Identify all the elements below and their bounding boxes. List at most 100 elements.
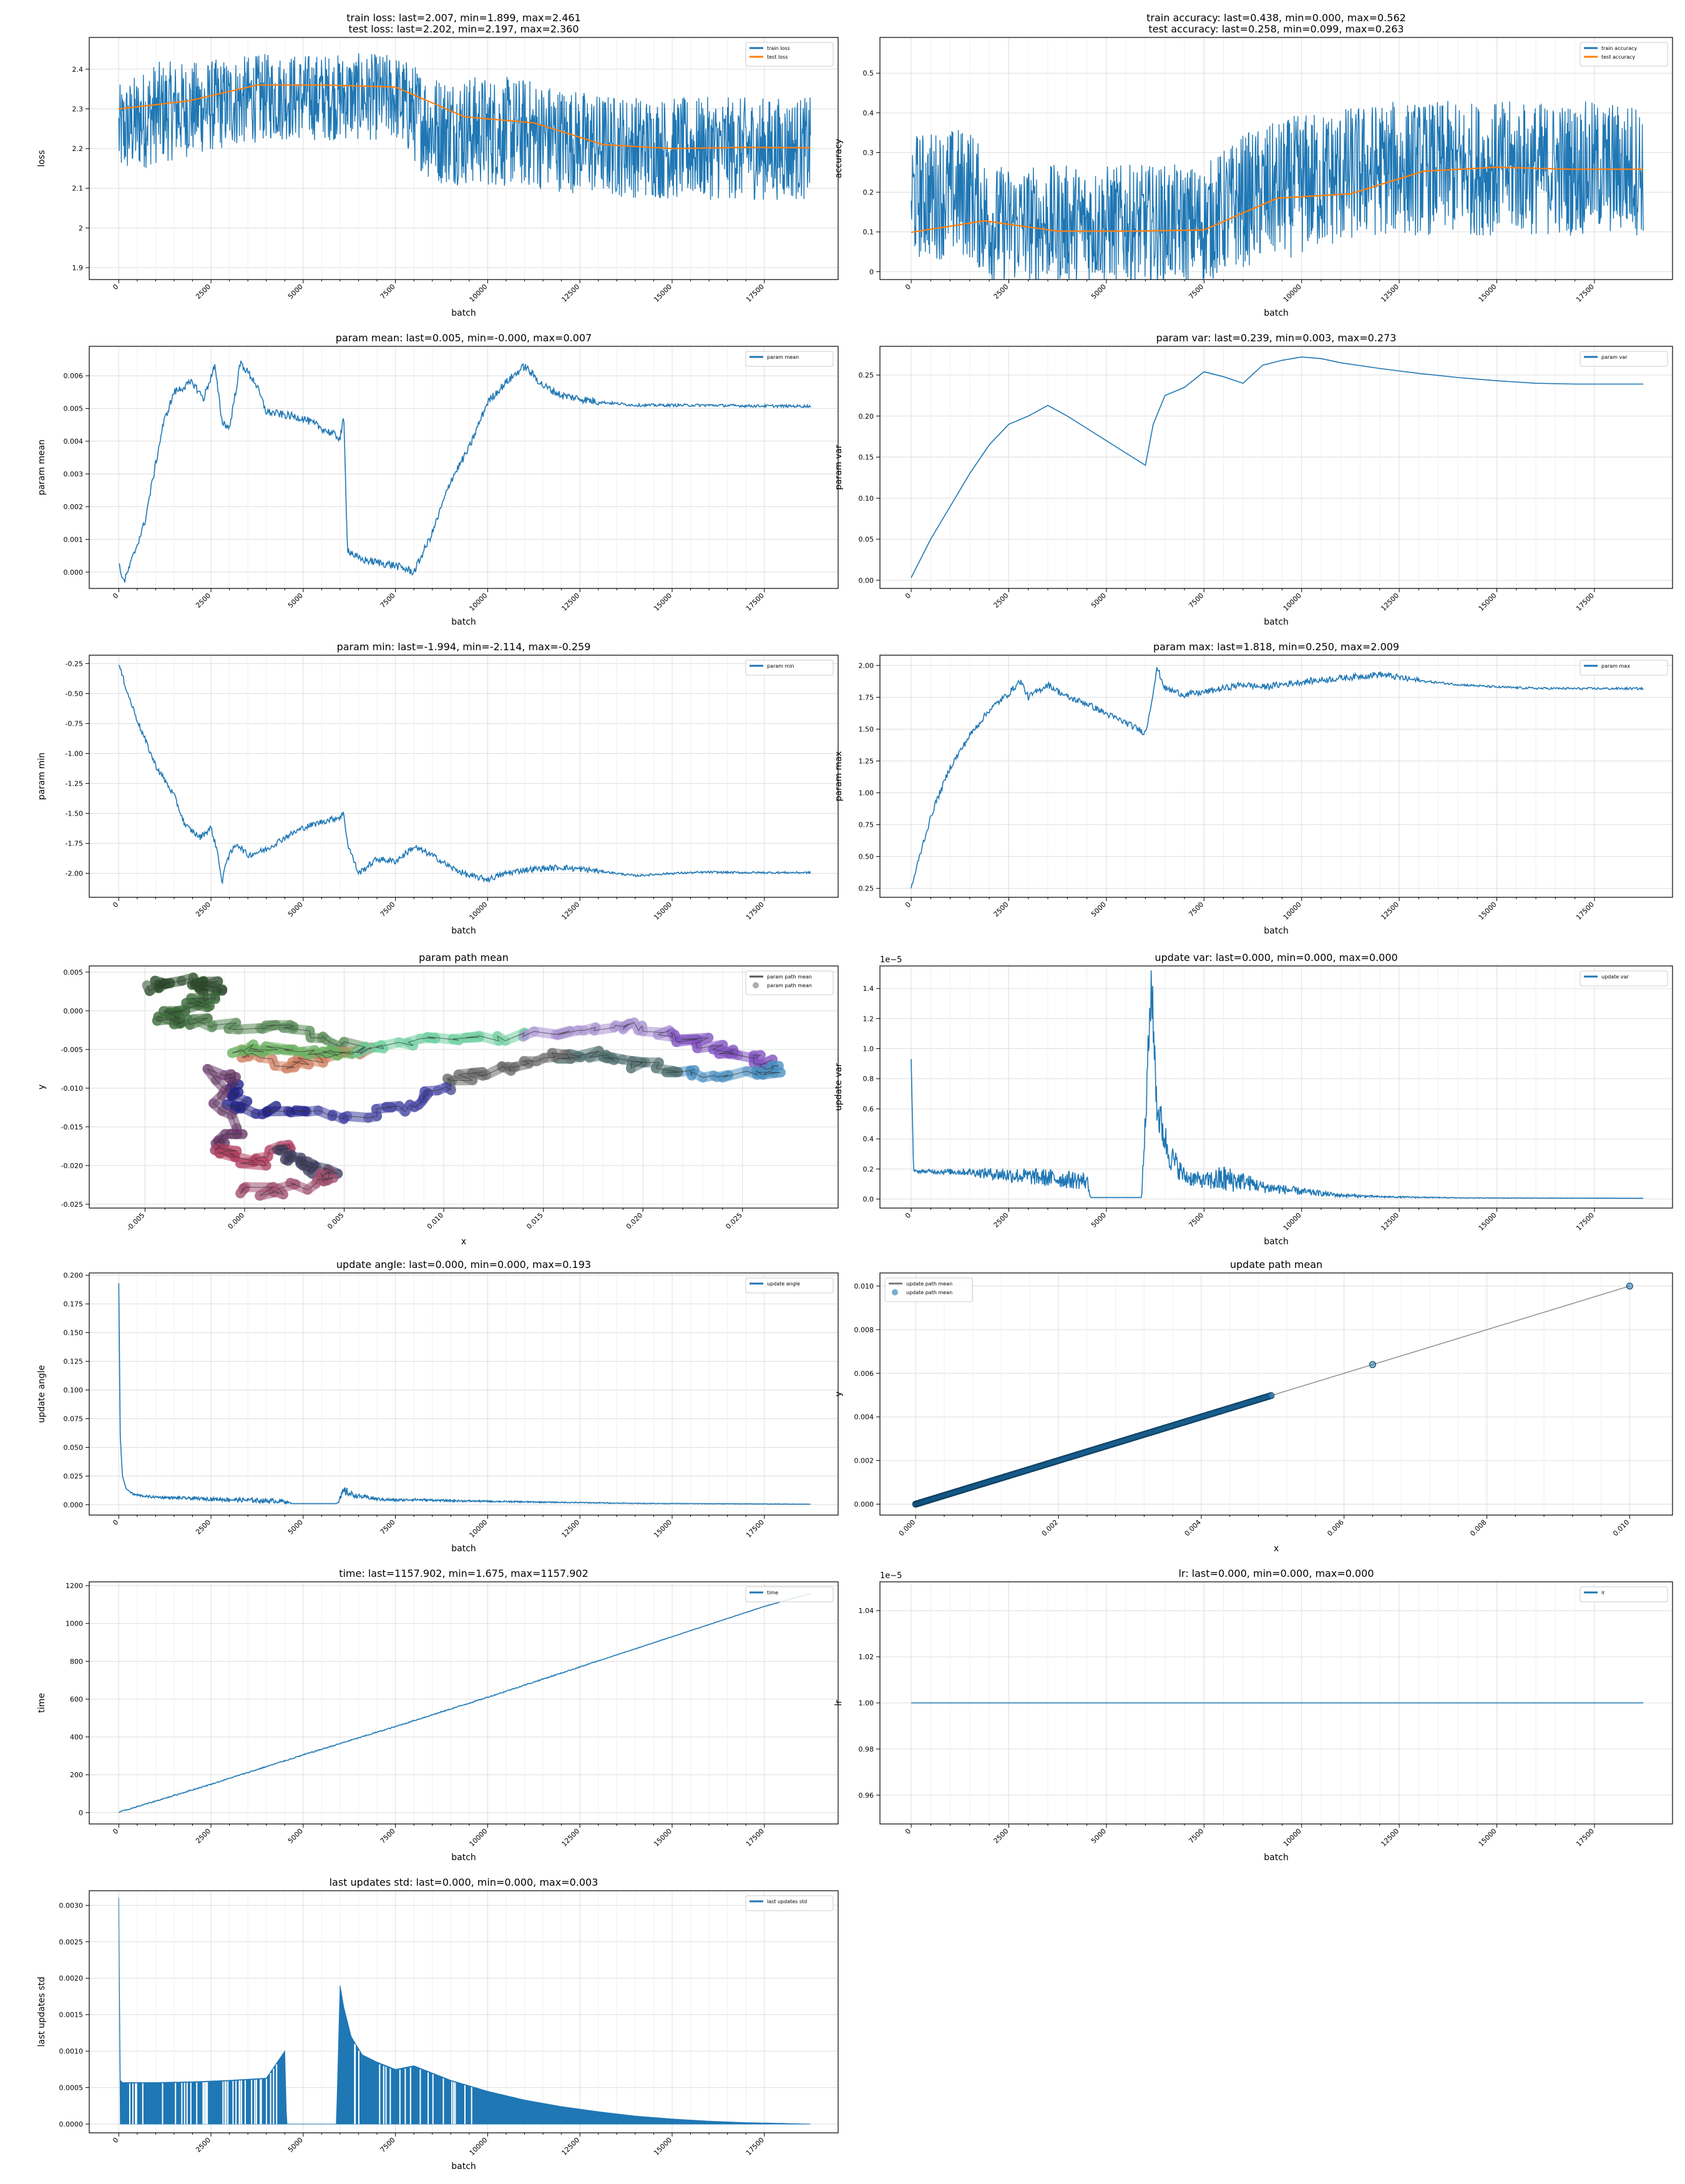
axes-frame bbox=[89, 1272, 839, 1516]
x-tick-label: 0 bbox=[111, 1518, 120, 1527]
x-axis: 0 2500 5000 7500 10000 12500 15000 17500 bbox=[111, 1515, 766, 1539]
y-tick-label: 0.000 bbox=[854, 1501, 874, 1509]
x-axis-label: batch bbox=[451, 926, 476, 936]
axes-frame bbox=[879, 655, 1673, 898]
legend: update angle bbox=[745, 1277, 834, 1294]
series-param-var bbox=[911, 356, 1644, 578]
x-tick-label: 0.005 bbox=[326, 1211, 345, 1231]
y-tick-label: 0.010 bbox=[854, 1282, 874, 1290]
chart-update-path-mean: 0.000 0.002 0.004 0.006 0.008 0.010 0.000 0.002… bbox=[834, 1259, 1673, 1554]
y-tick-label: 0.4 bbox=[863, 109, 874, 117]
legend-box bbox=[1580, 1586, 1668, 1602]
y-tick-label: -0.025 bbox=[61, 1201, 83, 1209]
axes-frame bbox=[89, 346, 839, 589]
x-tick-label: 7500 bbox=[379, 2136, 397, 2154]
scatter-point bbox=[1626, 1282, 1633, 1290]
plot-area bbox=[119, 1593, 811, 1813]
axes-frame bbox=[89, 37, 839, 280]
x-axis-label: batch bbox=[1264, 617, 1289, 627]
legend-label: param min bbox=[767, 663, 794, 669]
minor-grid bbox=[930, 655, 1576, 897]
x-tick-label: 10000 bbox=[1282, 592, 1303, 613]
x-tick-label: 12500 bbox=[560, 592, 581, 613]
x-tick-label: 5000 bbox=[1090, 592, 1108, 610]
x-axis-label: batch bbox=[1264, 1237, 1289, 1247]
x-tick-label: 12500 bbox=[560, 1827, 581, 1848]
legend-label: lr bbox=[1601, 1590, 1605, 1596]
chart-title: lr: last=0.000, min=0.000, max=0.000 bbox=[1178, 1567, 1374, 1579]
y-tick-label: 1.75 bbox=[859, 693, 874, 701]
legend-marker bbox=[892, 1289, 898, 1295]
x-tick-label: 10000 bbox=[468, 1827, 489, 1848]
y-tick-label: 2.4 bbox=[72, 66, 84, 74]
x-tick-label: 5000 bbox=[286, 900, 305, 919]
axes-frame bbox=[879, 1272, 1673, 1516]
y-tick-label: 1.25 bbox=[859, 757, 874, 765]
x-tick-label: 12500 bbox=[560, 900, 581, 922]
x-tick-label: 0 bbox=[904, 1211, 912, 1220]
minor-grid bbox=[137, 1582, 746, 1824]
x-tick-label: 17500 bbox=[745, 2136, 766, 2157]
x-axis: 0.000 0.002 0.004 0.006 0.008 0.010 bbox=[897, 1515, 1631, 1538]
x-tick-label: 0.004 bbox=[1183, 1518, 1203, 1538]
x-axis: 0 2500 5000 7500 10000 12500 15000 17500 bbox=[904, 588, 1596, 613]
x-tick-label: 17500 bbox=[745, 283, 766, 304]
x-axis: 0 2500 5000 7500 10000 12500 15000 17500 bbox=[111, 1824, 766, 1848]
chart-title: param path mean bbox=[419, 952, 509, 963]
plot-area bbox=[119, 360, 811, 583]
x-axis-label: batch bbox=[1264, 1853, 1289, 1863]
plot-area bbox=[912, 1282, 1633, 1508]
legend-box bbox=[745, 1586, 834, 1602]
legend-label: time bbox=[767, 1590, 778, 1596]
y-tick-label: 800 bbox=[70, 1657, 83, 1665]
axes-frame bbox=[879, 37, 1673, 280]
legend-box bbox=[1580, 970, 1668, 987]
x-axis-label: batch bbox=[1264, 308, 1289, 318]
chart-title: update var: last=0.000, min=0.000, max=0… bbox=[1155, 952, 1397, 963]
x-tick-label: 0 bbox=[904, 283, 912, 291]
y-tick-label: 0.0010 bbox=[59, 2047, 84, 2055]
y-offset-label: 1e−5 bbox=[880, 1571, 902, 1581]
y-axis: 0.00 0.05 0.10 0.15 0.20 0.25 bbox=[859, 371, 880, 585]
y-tick-label: 0.1 bbox=[863, 228, 874, 236]
y-tick-label: 2.1 bbox=[72, 185, 84, 193]
legend-box bbox=[745, 660, 834, 676]
y-tick-label: 0.004 bbox=[64, 437, 84, 446]
series-last-updates-std bbox=[118, 1898, 811, 2125]
x-tick-label: 10000 bbox=[468, 900, 489, 922]
y-tick-label: 0.000 bbox=[64, 568, 84, 577]
y-tick-label: 0.025 bbox=[64, 1472, 84, 1480]
legend-box bbox=[745, 351, 834, 367]
x-axis: -0.005 0.000 0.005 0.010 0.015 0.020 0.025 bbox=[125, 1208, 744, 1232]
x-tick-label: 7500 bbox=[1187, 283, 1205, 301]
minor-grid bbox=[137, 346, 746, 588]
y-tick-label: 0.000 bbox=[64, 1007, 84, 1015]
y-tick-label: 0.050 bbox=[64, 1444, 84, 1452]
legend-label: last updates std bbox=[767, 1899, 807, 1904]
chart-param-max: 0 2500 5000 7500 10000 12500 15000 17500 0.25 0.5… bbox=[834, 641, 1673, 936]
y-tick-label: 0.75 bbox=[859, 821, 874, 829]
axes-frame bbox=[89, 1890, 839, 2133]
grid bbox=[880, 1273, 1673, 1515]
x-tick-label: 0.025 bbox=[724, 1211, 743, 1231]
x-axis: 0 2500 5000 7500 10000 12500 15000 17500 bbox=[111, 280, 766, 304]
y-tick-label: 0.0020 bbox=[59, 1974, 84, 1982]
grid bbox=[89, 1582, 838, 1824]
legend-box bbox=[1580, 660, 1668, 676]
x-tick-label: 10000 bbox=[1282, 1211, 1303, 1232]
y-tick-label: 0.175 bbox=[64, 1300, 84, 1309]
x-axis-label: batch bbox=[1264, 926, 1289, 936]
y-tick-label: 2.2 bbox=[72, 145, 84, 153]
plot-area bbox=[118, 1898, 811, 2125]
y-tick-label: 0.075 bbox=[64, 1415, 84, 1423]
x-tick-label: 15000 bbox=[652, 592, 673, 613]
y-tick-label: 0.006 bbox=[64, 372, 84, 380]
y-tick-label: 0.6 bbox=[863, 1105, 874, 1113]
y-tick-label: 0.5 bbox=[863, 69, 874, 77]
y-tick-label: 0.005 bbox=[64, 968, 84, 977]
y-tick-label: -2.00 bbox=[66, 870, 83, 878]
x-tick-label: 2500 bbox=[194, 1518, 212, 1536]
y-tick-label: 0.2 bbox=[863, 1165, 874, 1173]
x-tick-label: 2500 bbox=[194, 2136, 212, 2154]
